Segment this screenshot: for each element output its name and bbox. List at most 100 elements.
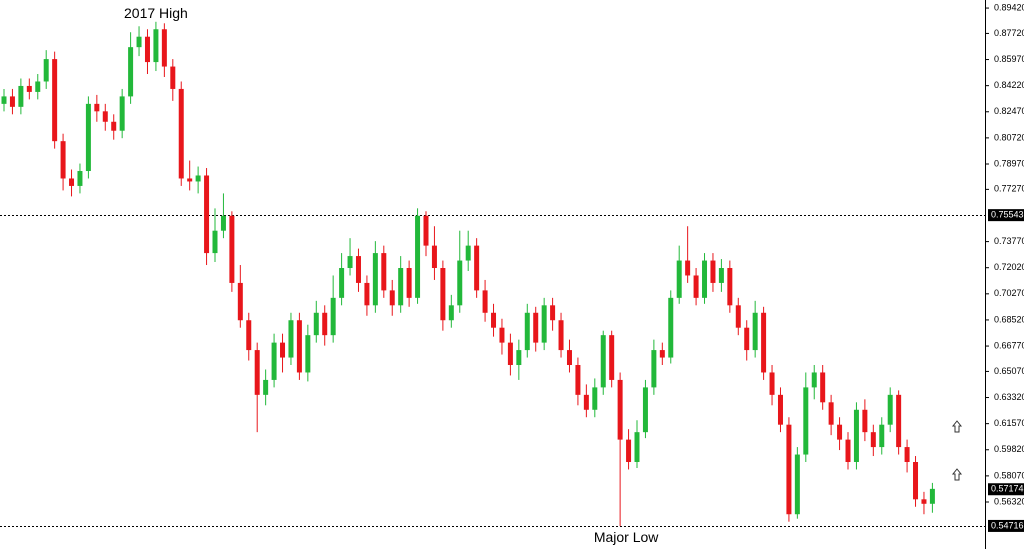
candle-body: [600, 335, 606, 388]
arrow-icons: [951, 420, 963, 481]
candle-body: [144, 36, 150, 63]
candle-body: [921, 499, 927, 504]
candle-body: [406, 268, 412, 298]
candle-body: [642, 387, 648, 433]
level-box: [988, 209, 1024, 222]
y-tick-label: 0.66770: [994, 340, 1024, 350]
candle-body: [423, 215, 429, 246]
candle-body: [330, 297, 336, 336]
candle-body: [288, 320, 294, 358]
candle-body: [558, 320, 564, 351]
candle-body: [777, 394, 783, 425]
candle-body: [195, 175, 201, 182]
candle-body: [718, 268, 724, 283]
candle-body: [499, 327, 505, 343]
candle-body: [735, 305, 741, 328]
candle-body: [507, 342, 513, 366]
candle-body: [702, 260, 708, 298]
candle-body: [178, 88, 184, 179]
candle-body: [482, 290, 488, 313]
candle-body: [744, 327, 750, 351]
candle-body: [566, 350, 572, 366]
candle-body: [617, 379, 623, 440]
candle-body: [187, 178, 193, 182]
candle-body: [575, 365, 581, 395]
candle-body: [43, 59, 49, 82]
y-tick-label: 0.77270: [994, 184, 1024, 194]
candle-body: [161, 29, 167, 67]
candle-body: [254, 350, 260, 395]
y-tick-label: 0.89420: [994, 2, 1024, 12]
candle-body: [313, 312, 319, 336]
candle-body: [474, 245, 480, 291]
candle-body: [204, 175, 210, 254]
candle-body: [676, 260, 682, 298]
candle-body: [35, 81, 41, 92]
candle-body: [634, 432, 640, 463]
candle-body: [550, 305, 556, 321]
candle-body: [786, 424, 792, 515]
candle-body: [296, 320, 302, 373]
candle-body: [77, 171, 83, 186]
candle-body: [60, 141, 66, 179]
candle-body: [102, 111, 108, 122]
candle-body: [533, 312, 539, 343]
candle-body: [862, 409, 868, 433]
candle-body: [111, 121, 117, 131]
candle-body: [794, 454, 800, 515]
candle-body: [820, 372, 826, 403]
candle-body: [465, 245, 471, 261]
candle-body: [685, 260, 691, 276]
candle-body: [246, 320, 252, 351]
y-tick-label: 0.56320: [994, 496, 1024, 506]
candle-body: [364, 282, 370, 306]
candle-body: [659, 350, 665, 358]
candle-body: [398, 268, 404, 306]
candle-body: [828, 402, 834, 425]
candle-body: [271, 342, 277, 380]
level-box: [988, 519, 1024, 532]
current-price-box: [988, 483, 1024, 496]
candle-body: [837, 424, 843, 440]
candle-body: [237, 282, 243, 321]
y-tick-label: 0.72020: [994, 262, 1024, 272]
candle-body: [693, 275, 699, 298]
candle-body: [18, 85, 24, 107]
candle-body: [94, 103, 100, 112]
candle-body: [896, 394, 902, 448]
candle-body: [119, 96, 125, 131]
candle-body: [339, 268, 345, 298]
candle-body: [415, 215, 421, 298]
candle-body: [524, 312, 530, 351]
annotation: 2017 High: [124, 5, 188, 21]
up-arrow-icon: [951, 420, 963, 433]
candle-body: [727, 268, 733, 306]
candle-body: [870, 432, 876, 448]
annotation: Major Low: [594, 529, 659, 545]
candle-body: [440, 268, 446, 321]
candle-body: [381, 253, 387, 291]
candle-body: [322, 312, 328, 336]
y-tick-label: 0.65070: [994, 366, 1024, 376]
candle-body: [212, 230, 218, 254]
y-tick-label: 0.68520: [994, 314, 1024, 324]
y-tick-label: 0.80720: [994, 132, 1024, 142]
candle-body: [9, 96, 15, 107]
y-tick-label: 0.82470: [994, 106, 1024, 116]
candle-body: [609, 335, 615, 380]
candle-body: [811, 372, 817, 388]
candle-body: [85, 103, 91, 172]
candle-body: [904, 447, 910, 463]
y-tick-label: 0.70270: [994, 288, 1024, 298]
y-tick-label: 0.78970: [994, 158, 1024, 168]
candle-body: [457, 260, 463, 306]
level-label: 0.75543: [991, 210, 1024, 220]
candle-body: [52, 59, 58, 142]
candle-body: [845, 439, 851, 463]
y-tick-label: 0.87720: [994, 28, 1024, 38]
candle-body: [128, 47, 134, 97]
candle-body: [448, 305, 454, 321]
candle-body: [389, 290, 395, 306]
candle-body: [592, 387, 598, 410]
y-tick-label: 0.59820: [994, 444, 1024, 454]
